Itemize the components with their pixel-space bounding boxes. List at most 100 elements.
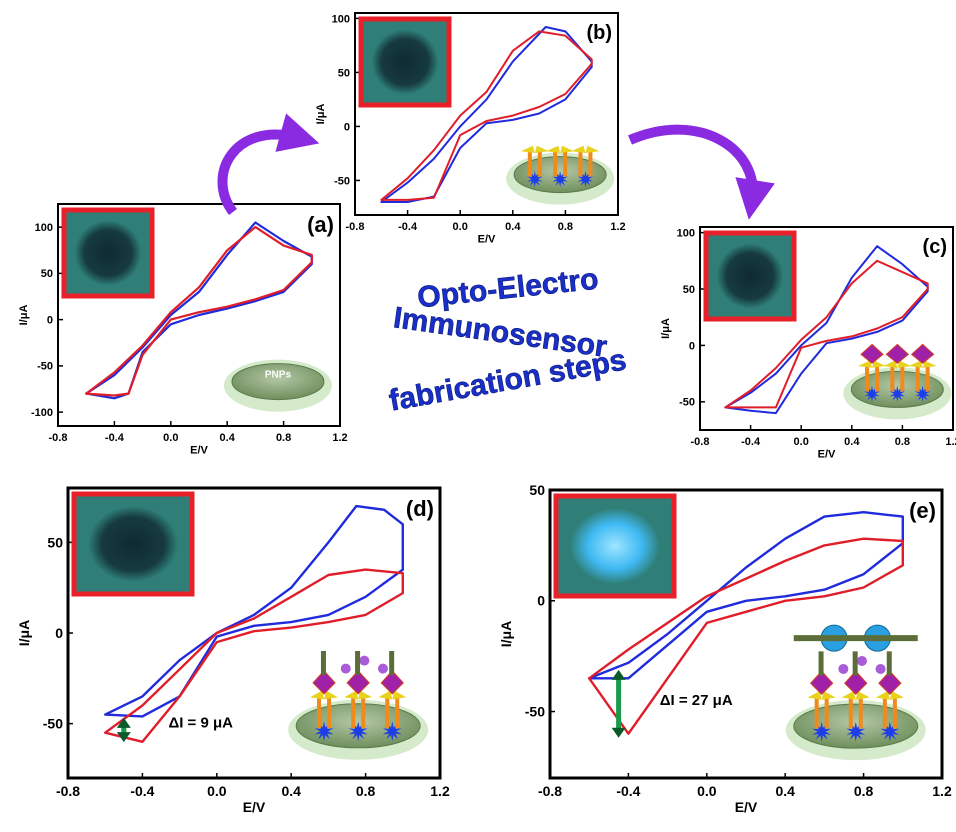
cv-series-red [104,568,404,743]
y-tick-label: -50 [334,175,350,187]
nanoparticle-star-icon [889,385,905,402]
x-tick-label: 1.2 [932,783,952,799]
y-axis-label: I/μA [16,620,32,646]
nanoparticle-star-icon [864,385,880,402]
antigen-diamond-icon [346,670,370,695]
antibody-arm-icon [560,145,575,153]
x-tick-label: 1.2 [610,221,625,233]
x-tick-label: 0.8 [276,432,291,444]
antigen-diamond-icon [860,343,884,364]
antibody-arm-icon [897,360,912,368]
y-tick-label: 100 [35,222,53,234]
antibody-stem-icon [925,366,930,392]
antigen-diamond-icon [312,670,336,695]
chart-b: -0.8 -0.4 0.0 0.4 0.8 1.2 -50 0 50 100 E/V I/μA (b) [315,12,626,245]
cv-series-blue [85,221,313,400]
antibody-stem-icon [865,366,870,392]
antibody-arm-icon [855,690,870,700]
nanoparticle-star-icon [846,721,866,742]
fluorescence-spot-icon [570,508,660,584]
y-tick-label: 0 [344,121,350,133]
x-tick-label: -0.4 [616,783,640,799]
antigen-diamond-icon [885,343,910,364]
detection-antibody-icon [355,651,361,676]
fluorescence-spot-icon [716,243,784,309]
title-line-1: Opto-Electro [416,263,600,315]
nanoparticle-star-icon [880,721,900,742]
antibody-stem-icon [824,697,829,729]
antibody-arm-icon [585,145,600,153]
antibody-arm-icon [872,360,887,368]
x-tick-label: -0.8 [691,436,710,448]
nanoparticle-star-icon [812,721,832,742]
y-tick-label: -50 [37,361,53,373]
x-tick-label: 0.8 [854,783,874,799]
x-axis-label: E/V [818,448,836,460]
x-tick-label: -0.8 [346,221,365,233]
fluorescence-spot-icon [371,29,439,95]
x-tick-label: 0.0 [697,783,717,799]
x-tick-label: 0.0 [453,221,468,233]
electrode-illustration [506,145,615,205]
nanoparticle-star-icon [527,171,543,188]
antibody-stem-icon [882,697,887,729]
panel-label: (a) [307,212,334,237]
y-tick-label: 50 [338,67,350,79]
antibody-stem-icon [563,151,568,177]
x-axis-label: E/V [478,233,496,245]
x-axis-label: E/V [190,444,208,456]
chart-c: -0.8 -0.4 0.0 0.4 0.8 1.2 -50 0 50 100 E/V I/μA (c) [660,226,956,460]
antibody-stem-icon [588,151,593,177]
y-tick-label: 50 [47,534,63,550]
nanoparticle-star-icon [314,721,334,742]
panel-label: (e) [909,498,936,523]
cv-series-red [724,259,929,409]
nanoparticle-star-icon [382,721,402,742]
charts-layer: -0.8 -0.4 0.0 0.4 0.8 1.2 -100 -50 0 50 100 E/V I/μA… [16,12,956,815]
panel-label: (c) [923,236,947,258]
x-tick-label: -0.4 [130,783,154,799]
x-tick-label: -0.4 [105,432,125,444]
delta-current-annotation: ΔI = 27 μA [660,692,733,709]
y-axis-label: I/μA [18,305,30,326]
antibody-stem-icon [578,151,583,177]
x-tick-label: 1.2 [430,783,450,799]
figure-title: Opto-Electro Immunosensor fabrication st… [386,262,629,418]
chart-e: -0.8 -0.4 0.0 0.4 0.8 1.2 -50 0 50 E/V I/μA (e) ΔI =… [498,482,952,815]
antibody-arm-icon [546,145,561,153]
x-tick-label: 0.4 [505,221,521,233]
x-tick-label: 0.4 [220,432,236,444]
curved-arrow-a-to-b [217,113,320,216]
detection-antibody-icon [389,651,395,676]
y-tick-label: -50 [679,397,695,409]
cv-series-blue [588,511,904,680]
antibody-arm-icon [889,690,904,700]
detection-antibody-icon [886,651,892,676]
fluorescence-spot-icon [74,220,142,286]
antibody-arm-icon [310,690,325,700]
antibody-stem-icon [553,151,558,177]
x-tick-label: 0.4 [281,783,301,799]
antibody-stem-icon [858,697,863,729]
y-tick-label: 0 [47,314,53,326]
x-tick-label: 0.0 [207,783,227,799]
antigen-diamond-icon [844,670,868,695]
y-tick-label: -100 [31,407,53,419]
antibody-stem-icon [327,697,332,728]
y-axis-label: I/μA [315,104,327,125]
antibody-stem-icon [875,366,880,392]
y-tick-label: 50 [41,268,53,280]
target-molecule-icon [875,663,886,674]
fluorescence-spot-icon [88,506,178,582]
electrode-disc [231,363,325,401]
antibody-arm-icon [908,360,923,368]
antibody-arm-icon [883,360,898,368]
y-axis-label: I/μA [660,318,672,339]
electrode-illustration [785,624,926,761]
x-axis-label: E/V [243,799,266,815]
title-line-3: fabrication steps [387,343,629,417]
detection-antibody-icon [320,651,326,676]
nanoparticle-star-icon [577,171,594,188]
x-tick-label: 1.2 [332,432,347,444]
delta-arrow-down-icon [611,727,626,738]
